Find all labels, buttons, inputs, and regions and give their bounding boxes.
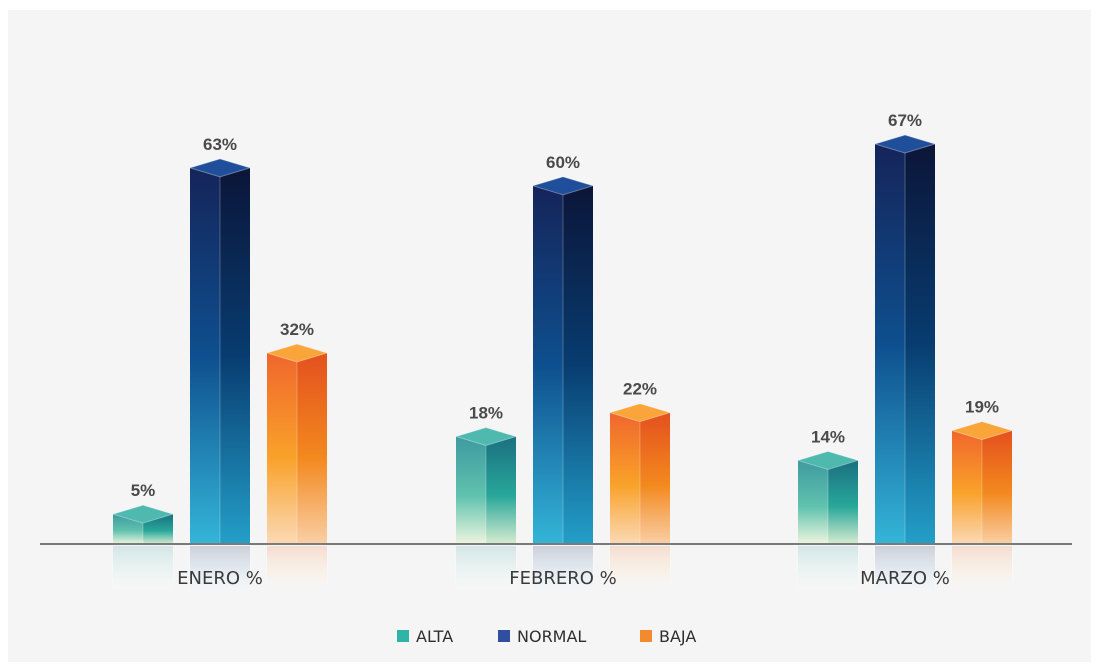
bar-enero-alta (111, 504, 175, 593)
legend-item-normal: NORMAL (498, 627, 586, 646)
legend-item-baja: BAJA (640, 627, 696, 646)
value-label-marzo-baja: 19% (965, 398, 999, 417)
value-label-enero-baja: 32% (280, 320, 314, 339)
bar-febrero-alta (454, 427, 518, 593)
bar-marzo-alta (796, 450, 860, 593)
legend-label-normal: NORMAL (517, 627, 586, 646)
legend: ALTA NORMAL BAJA (397, 627, 696, 646)
bar-febrero-baja (608, 403, 672, 593)
value-label-enero-normal: 63% (203, 135, 237, 154)
bar-enero-baja (265, 343, 329, 593)
legend-swatch-normal (498, 630, 510, 642)
category-label-febrero: FEBRERO % (509, 568, 616, 589)
category-label-marzo: MARZO % (860, 568, 950, 589)
value-label-marzo-alta: 14% (811, 427, 845, 446)
bar-marzo-normal (873, 134, 937, 593)
bar-marzo-baja (950, 421, 1014, 593)
category-label-enero: ENERO % (177, 568, 263, 589)
value-label-febrero-normal: 60% (546, 153, 580, 172)
value-label-enero-alta: 5% (131, 481, 156, 500)
bar-chart: 5% 63% 32% ENERO % 18% 60% 22% FEBRERO % 14% 67% 1… (40, 111, 1072, 646)
legend-swatch-alta (397, 630, 409, 642)
legend-label-alta: ALTA (416, 627, 453, 646)
value-label-marzo-normal: 67% (888, 111, 922, 130)
legend-swatch-baja (640, 630, 652, 642)
legend-item-alta: ALTA (397, 627, 453, 646)
legend-label-baja: BAJA (659, 627, 696, 646)
bar-enero-normal (188, 158, 252, 593)
bar-febrero-normal (531, 176, 595, 593)
value-label-febrero-baja: 22% (623, 380, 657, 399)
chart-card: 5% 63% 32% ENERO % 18% 60% 22% FEBRERO % 14% 67% 1… (8, 10, 1091, 662)
value-label-febrero-alta: 18% (469, 404, 503, 423)
